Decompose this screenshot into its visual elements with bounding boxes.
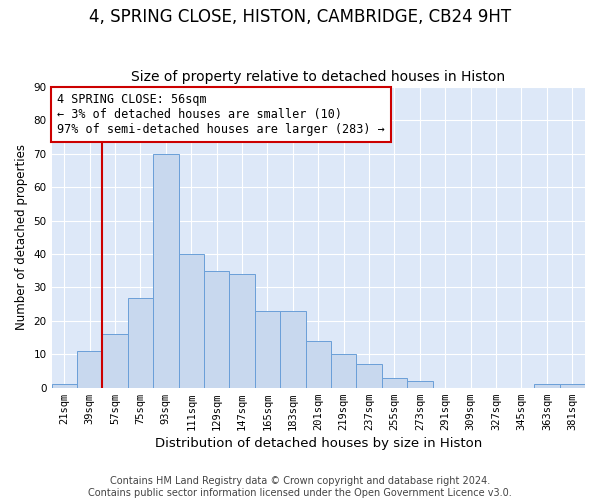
Bar: [229, 274, 255, 388]
Bar: [534, 384, 560, 388]
Text: 4, SPRING CLOSE, HISTON, CAMBRIDGE, CB24 9HT: 4, SPRING CLOSE, HISTON, CAMBRIDGE, CB24…: [89, 8, 511, 26]
Text: 4 SPRING CLOSE: 56sqm
← 3% of detached houses are smaller (10)
97% of semi-detac: 4 SPRING CLOSE: 56sqm ← 3% of detached h…: [57, 93, 385, 136]
Bar: [52, 384, 77, 388]
Title: Size of property relative to detached houses in Histon: Size of property relative to detached ho…: [131, 70, 505, 85]
Bar: [103, 334, 128, 388]
Bar: [407, 381, 433, 388]
Bar: [255, 311, 280, 388]
Bar: [305, 341, 331, 388]
Bar: [153, 154, 179, 388]
X-axis label: Distribution of detached houses by size in Histon: Distribution of detached houses by size …: [155, 437, 482, 450]
Bar: [356, 364, 382, 388]
Text: Contains HM Land Registry data © Crown copyright and database right 2024.
Contai: Contains HM Land Registry data © Crown c…: [88, 476, 512, 498]
Bar: [280, 311, 305, 388]
Bar: [128, 298, 153, 388]
Bar: [382, 378, 407, 388]
Bar: [179, 254, 204, 388]
Bar: [331, 354, 356, 388]
Bar: [77, 351, 103, 388]
Bar: [560, 384, 585, 388]
Bar: [204, 271, 229, 388]
Y-axis label: Number of detached properties: Number of detached properties: [15, 144, 28, 330]
